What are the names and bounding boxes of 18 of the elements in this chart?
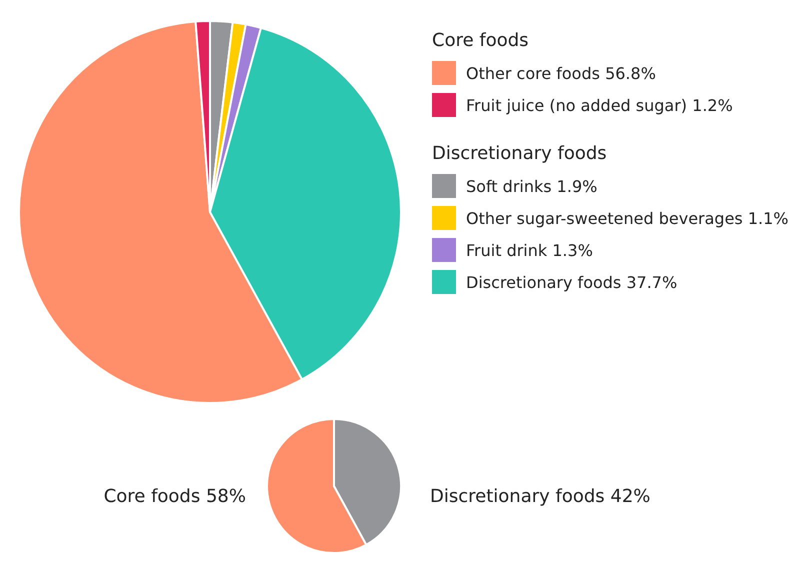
legend-label: Discretionary foods (466, 272, 622, 292)
data-label: 1.3% (552, 240, 593, 260)
data-label: 1.9% (556, 176, 598, 196)
legend-label: Fruit juice (no added sugar) (466, 96, 688, 114)
data-label: 1.2% (692, 96, 733, 114)
slice-label: Core foods (104, 486, 200, 507)
data-label: 56.8% (605, 64, 656, 82)
data-label: 42% (610, 486, 650, 507)
legend-label: Fruit drink (466, 240, 548, 260)
slice-label: Discretionary foods (430, 486, 605, 507)
data-label: 37.7% (626, 272, 678, 292)
legend-label: Other core foods (466, 64, 600, 82)
data-label: 1.1% (748, 208, 789, 228)
legend-label: Other sugar-sweetened beverages (466, 208, 743, 228)
text: Discretionary foods (432, 143, 608, 164)
data-label: 58% (206, 486, 246, 507)
text: Core foods (432, 30, 530, 51)
legend-label: Soft drinks (466, 176, 552, 196)
